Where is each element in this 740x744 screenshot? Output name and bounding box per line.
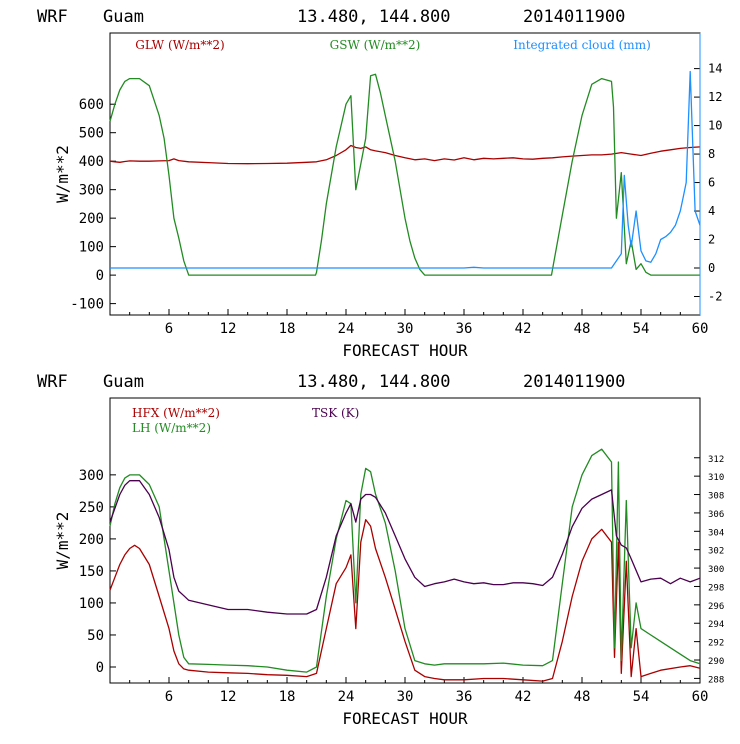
panel2-y-tick-label-100: 100 [79,596,104,612]
panel2-y2-tick-label-294: 294 [708,620,724,630]
panel2-y-tick-label-250: 250 [79,500,104,516]
panel2-y2-tick-label-312: 312 [708,455,724,465]
panel1-y-tick-label-400: 400 [79,154,104,170]
panel1-x-tick-label-24: 24 [338,321,355,337]
panel1-y-tick-label-300: 300 [79,183,104,199]
panel2-legend-entry-0: HFX (W/m**2) [132,406,220,420]
panel1-y2-tick-label-0: 0 [708,261,715,275]
panel1-y2-tick-label-2: 2 [708,233,715,247]
panel2-y-tick-label-150: 150 [79,564,104,580]
panel2-header-coords: 13.480, 144.800 [297,372,451,392]
panel1-y2-tick-label-8: 8 [708,147,715,161]
panel1-x-tick-label-12: 12 [220,321,237,337]
panel2-x-axis-label: FORECAST HOUR [342,709,468,728]
panel1-y2-tick-label-10: 10 [708,119,722,133]
panel2-y2-tick-label-302: 302 [708,547,724,557]
panel1-plot-frame [109,32,701,316]
panel1-header-model: WRF [37,7,68,27]
panel2-x-tick-label-6: 6 [165,689,173,705]
panel1-y-tick-label-0: 0 [96,268,104,284]
panel1-y-tick-label-200: 200 [79,211,104,227]
panel2-x-tick-label-54: 54 [633,689,650,705]
panel2-header-location: Guam [103,372,144,392]
panel2-series-line-1 [109,448,701,673]
panel1-header-location: Guam [103,7,144,27]
panel1-y-axis-label: W/m**2 [53,145,72,203]
panel1-x-tick-label-30: 30 [397,321,414,337]
panel1-legend-entry-1: GSW (W/m**2) [330,38,421,52]
panel2-y2-tick-label-292: 292 [708,639,724,649]
panel1-y2-tick-label-12: 12 [708,90,722,104]
panel2-y2-tick-label-304: 304 [708,528,724,538]
panel1-y2-tick-label-4: 4 [708,204,715,218]
panel1-header-init: 2014011900 [523,7,625,27]
panel2-x-tick-label-12: 12 [220,689,237,705]
panel1-series-line-0 [109,144,701,165]
panel1-x-tick-label-48: 48 [574,321,591,337]
panel1-header-coords: 13.480, 144.800 [297,7,451,27]
panel2-series-line-2 [109,480,701,615]
panel2-header-init: 2014011900 [523,372,625,392]
panel2-x-tick-label-60: 60 [692,689,709,705]
panel1-y2-tick-label-6: 6 [708,176,715,190]
panel2-series-line-0 [109,519,701,682]
panel1-y-tick-label-500: 500 [79,126,104,142]
panel1-x-tick-label-60: 60 [692,321,709,337]
panel2-x-tick-label-24: 24 [338,689,355,705]
panel2-y-tick-label-200: 200 [79,532,104,548]
panel1-x-tick-label-18: 18 [279,321,296,337]
panel2-y-tick-label-50: 50 [87,628,104,644]
panel2-y2-tick-label-310: 310 [708,473,724,483]
panel1-series-line-2 [110,70,701,269]
panel1-x-tick-label-6: 6 [165,321,173,337]
panel2-x-tick-label-30: 30 [397,689,414,705]
panel2-legend-entry-2: TSK (K) [312,406,359,420]
panel2-x-tick-label-36: 36 [456,689,473,705]
panel1-y-tick-label--100: -100 [70,297,104,313]
panel1-series-line-1 [109,73,700,276]
panel1-y2-tick-label-14: 14 [708,62,722,76]
panel2-y2-tick-label-298: 298 [708,583,724,593]
panel1-x-tick-label-54: 54 [633,321,650,337]
panel2-y2-tick-label-300: 300 [708,565,724,575]
panel1-y-tick-label-600: 600 [79,97,104,113]
panel1-y2-tick-label--2: -2 [708,289,722,303]
panel1-x-axis-label: FORECAST HOUR [342,341,468,360]
panel2-y-tick-label-0: 0 [96,660,104,676]
panel2-y-axis-label: W/m**2 [53,512,72,570]
panel2-y-tick-label-300: 300 [79,468,104,484]
panel2-header-model: WRF [37,372,68,392]
panel1-x-tick-label-42: 42 [515,321,532,337]
panel2-x-tick-label-18: 18 [279,689,296,705]
panel2-x-tick-label-48: 48 [574,689,591,705]
panel2-y2-tick-label-288: 288 [708,675,724,685]
panel1-x-tick-label-36: 36 [456,321,473,337]
panel2-y2-tick-label-296: 296 [708,602,724,612]
panel2-y2-tick-label-306: 306 [708,510,724,520]
panel2-y2-tick-label-308: 308 [708,492,724,502]
panel2-y2-tick-label-290: 290 [708,657,724,667]
panel1-legend-entry-0: GLW (W/m**2) [135,38,224,52]
panel1-y-tick-label-100: 100 [79,240,104,256]
panel1-legend-entry-2: Integrated cloud (mm) [513,38,651,52]
panel2-legend-entry-1: LH (W/m**2) [132,421,211,435]
panel2-x-tick-label-42: 42 [515,689,532,705]
